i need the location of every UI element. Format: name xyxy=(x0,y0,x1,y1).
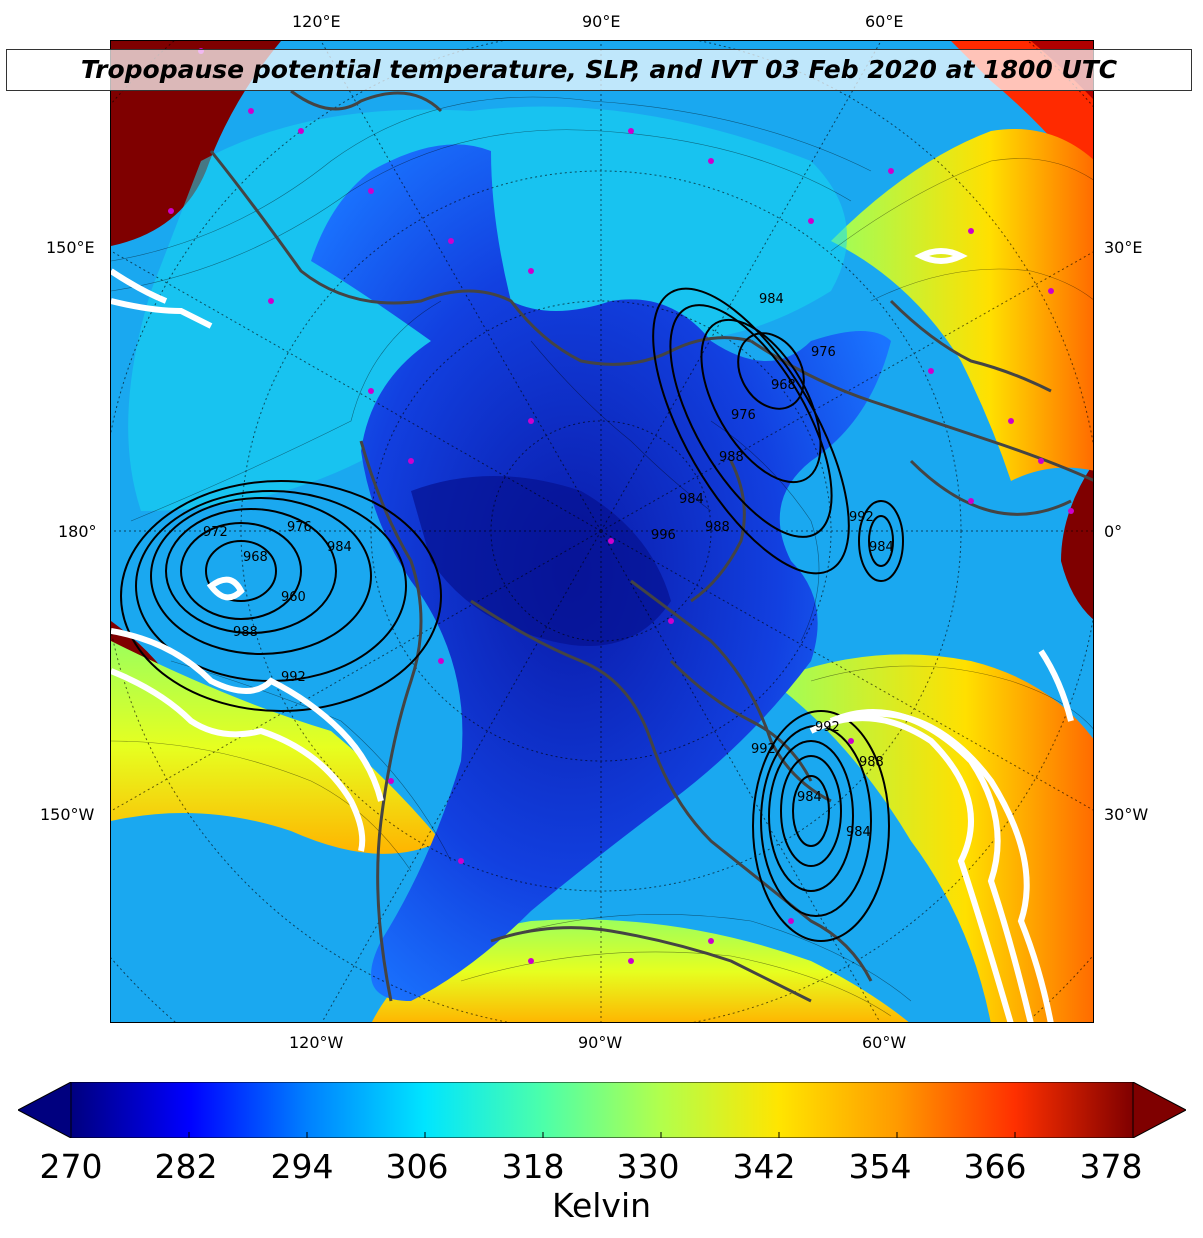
slp-label: 988 xyxy=(859,755,884,770)
ivt-contours xyxy=(111,248,1074,1022)
slp-labels: 984 976 968 976 988 984 988 972 968 976 … xyxy=(203,292,894,840)
slp-label: 988 xyxy=(233,625,258,640)
colorbar-tick-label: 294 xyxy=(270,1147,334,1186)
warm-belt-southwest xyxy=(111,641,441,854)
graticule-label-right: 30°E xyxy=(1104,238,1143,257)
slp-label: 976 xyxy=(287,520,312,535)
slp-label: 996 xyxy=(651,528,676,543)
slp-low-north-pacific xyxy=(120,480,442,712)
warm-corner-top-left xyxy=(111,41,281,246)
graticule-label-bottom: 90°W xyxy=(578,1033,623,1052)
colorbar-tick-label: 354 xyxy=(848,1147,912,1186)
slp-label: 992 xyxy=(281,670,306,685)
colorbar-tick-label: 318 xyxy=(501,1147,565,1186)
station-markers xyxy=(168,48,1074,964)
slp-label: 976 xyxy=(811,345,836,360)
graticule-label-bottom: 120°W xyxy=(289,1033,344,1052)
slp-label: 972 xyxy=(203,525,228,540)
slp-label: 988 xyxy=(719,450,744,465)
slp-label: 984 xyxy=(797,790,822,805)
slp-label: 992 xyxy=(815,720,840,735)
map-title: Tropopause potential temperature, SLP, a… xyxy=(6,49,1192,91)
map-panel: 984 976 968 976 988 984 988 972 968 976 … xyxy=(110,40,1094,1023)
slp-label: 960 xyxy=(281,590,306,605)
slp-label: 984 xyxy=(846,825,871,840)
graticule xyxy=(111,41,1093,1022)
slp-label: 988 xyxy=(705,520,730,535)
graticule-label-left: 150°E xyxy=(46,238,95,257)
colorbar-gradient xyxy=(71,1082,1133,1138)
slp-label: 992 xyxy=(849,510,874,525)
warm-belt-southeast xyxy=(771,654,1093,1022)
colorbar-extend-max xyxy=(1132,1082,1186,1138)
graticule-label-top: 90°E xyxy=(582,12,621,31)
slp-low-atlantic xyxy=(752,710,890,942)
colorbar xyxy=(18,1082,1186,1138)
colorbar-tick-label: 378 xyxy=(1079,1147,1143,1186)
slp-label: 984 xyxy=(327,540,352,555)
slp-low-mediterranean xyxy=(858,500,904,582)
colorbar-label: Kelvin xyxy=(551,1186,652,1225)
slp-label: 968 xyxy=(771,378,796,393)
polar-stereographic-map: 984 976 968 976 988 984 988 972 968 976 … xyxy=(111,41,1093,1022)
warm-corner-right xyxy=(1061,464,1093,620)
graticule-label-right: 0° xyxy=(1104,522,1123,541)
slp-low-barents xyxy=(652,287,850,575)
colorbar-tick-label: 306 xyxy=(385,1147,449,1186)
colorbar-tick-label: 330 xyxy=(616,1147,680,1186)
colorbar-outline xyxy=(70,1082,1134,1138)
colorbar-tick-label: 366 xyxy=(963,1147,1027,1186)
colorbar-tick-label: 342 xyxy=(732,1147,796,1186)
slp-label: 984 xyxy=(679,492,704,507)
colorbar-tick-label: 282 xyxy=(154,1147,218,1186)
graticule-label-left: 150°W xyxy=(40,805,95,824)
warm-belt-east xyxy=(831,129,1093,481)
graticule-label-top: 120°E xyxy=(292,12,341,31)
coastlines xyxy=(209,89,1093,1003)
slp-label: 992 xyxy=(751,742,776,757)
graticule-label-right: 30°W xyxy=(1104,805,1149,824)
colorbar-tick-label: 270 xyxy=(39,1147,103,1186)
warm-belt-south xyxy=(372,919,909,1022)
graticule-label-top: 60°E xyxy=(865,12,904,31)
slp-label: 984 xyxy=(869,540,894,555)
colorbar-extend-min xyxy=(18,1082,72,1138)
slp-label: 984 xyxy=(759,292,784,307)
graticule-label-bottom: 60°W xyxy=(862,1033,907,1052)
graticule-label-left: 180° xyxy=(58,522,97,541)
slp-label: 976 xyxy=(731,408,756,423)
slp-label: 968 xyxy=(243,550,268,565)
